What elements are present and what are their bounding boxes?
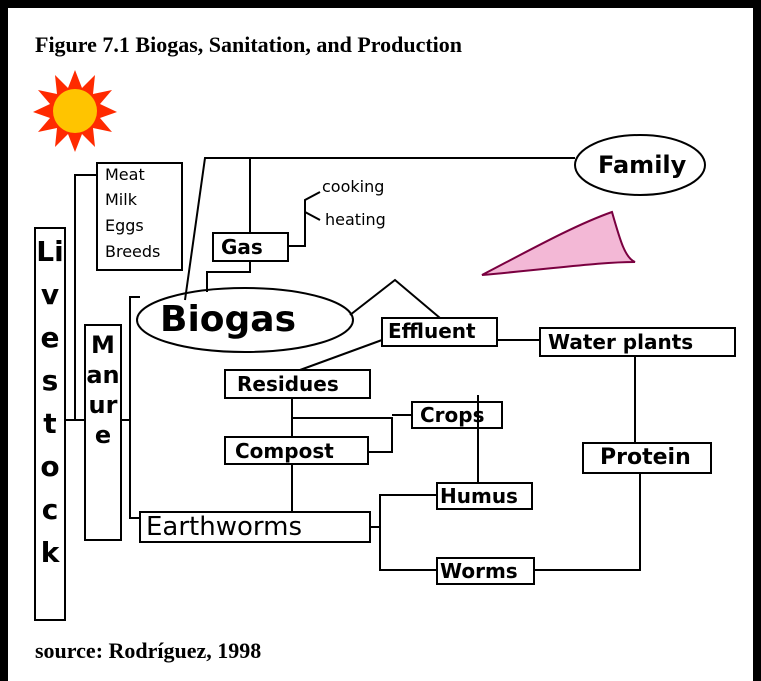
flame <box>482 212 635 275</box>
node-label: cooking <box>322 179 384 195</box>
node-label: Residues <box>237 374 339 394</box>
node-label: heating <box>325 212 386 228</box>
node-label: Effluent <box>388 321 476 341</box>
connectors <box>35 135 735 620</box>
figure: Figure 7.1 Biogas, Sanitation, and Produ… <box>0 0 761 681</box>
node-label: Worms <box>440 561 518 581</box>
node-label: Protein <box>600 447 691 469</box>
node-label: Water plants <box>548 332 693 352</box>
node-label: Crops <box>420 405 485 425</box>
figure-source: source: Rodríguez, 1998 <box>35 640 261 662</box>
node-label: Livestock <box>35 230 65 574</box>
node-label: Eggs <box>105 218 144 234</box>
node-label: Biogas <box>160 302 296 338</box>
node-label: Breeds <box>105 244 160 260</box>
node-label: Meat <box>105 167 145 183</box>
node-label: Compost <box>235 441 334 461</box>
node-label: Family <box>598 153 686 177</box>
node-label: Milk <box>105 192 137 208</box>
node-label: Humus <box>440 486 518 506</box>
node-label: Gas <box>221 237 263 257</box>
node-label: Earthworms <box>146 514 302 540</box>
figure-title: Figure 7.1 Biogas, Sanitation, and Produ… <box>35 34 462 56</box>
sun <box>33 70 117 152</box>
node-label: Manure <box>85 330 121 450</box>
